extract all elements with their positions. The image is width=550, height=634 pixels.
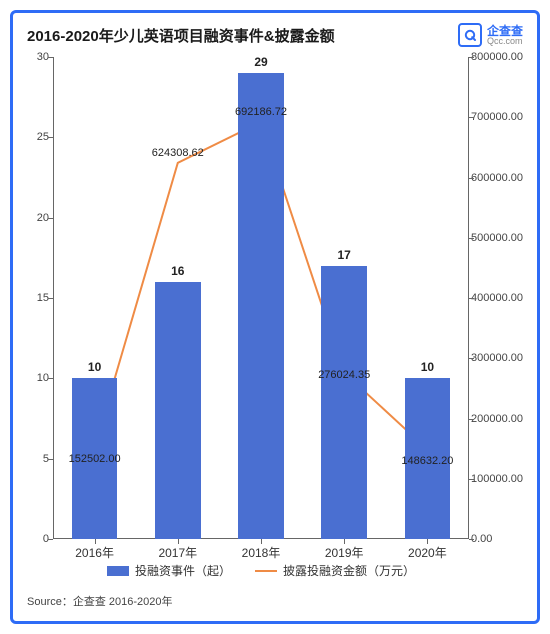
bar (238, 73, 284, 539)
x-tick-mark (261, 539, 262, 544)
y-left-tick-mark (48, 218, 53, 219)
y-right-tick-mark (469, 419, 474, 420)
y-left-tick-mark (48, 57, 53, 58)
legend-bar-label: 投融资事件（起） (135, 562, 231, 579)
y-right-tick: 0.00 (471, 533, 533, 545)
y-right-tick: 500000.00 (471, 232, 533, 244)
y-right-tick: 800000.00 (471, 51, 533, 63)
legend: 投融资事件（起） 披露投融资金额（万元） (53, 562, 469, 579)
y-right-tick: 200000.00 (471, 413, 533, 425)
y-right-tick-mark (469, 117, 474, 118)
legend-line-label: 披露投融资金额（万元） (283, 562, 415, 579)
plot: 0510152025300.00100000.00200000.00300000… (53, 57, 469, 539)
y-right-tick-mark (469, 298, 474, 299)
y-left-tick: 5 (23, 453, 49, 465)
bar-value-label: 10 (421, 360, 434, 374)
outer-frame: 2016-2020年少儿英语项目融资事件&披露金额 企查查 Qcc.com (0, 0, 550, 634)
x-tick-mark (427, 539, 428, 544)
line-swatch-icon (255, 570, 277, 572)
y-left-tick: 0 (23, 533, 49, 545)
x-tick-label: 2020年 (408, 544, 447, 561)
chart-title: 2016-2020年少儿英语项目融资事件&披露金额 (27, 25, 335, 46)
x-tick-label: 2017年 (158, 544, 197, 561)
x-tick-label: 2018年 (242, 544, 281, 561)
brand-name: 企查查 (487, 25, 523, 37)
y-left-tick: 15 (23, 292, 49, 304)
y-left-tick-mark (48, 378, 53, 379)
line-value-label: 148632.20 (401, 455, 453, 467)
brand-badge-icon (458, 23, 482, 47)
bar-value-label: 16 (171, 264, 184, 278)
bar-value-label: 17 (338, 248, 351, 262)
y-left-tick-mark (48, 298, 53, 299)
x-tick-mark (95, 539, 96, 544)
bar (155, 282, 201, 539)
line-value-label: 624308.62 (152, 147, 204, 159)
y-right-tick-mark (469, 178, 474, 179)
x-tick-label: 2019年 (325, 544, 364, 561)
y-right-tick-mark (469, 479, 474, 480)
y-right-tick: 600000.00 (471, 172, 533, 184)
y-right-tick: 100000.00 (471, 473, 533, 485)
y-right-tick-mark (469, 238, 474, 239)
brand-text: 企查查 Qcc.com (487, 25, 523, 46)
line-value-label: 692186.72 (235, 106, 287, 118)
legend-item-line: 披露投融资金额（万元） (255, 562, 415, 579)
header: 2016-2020年少儿英语项目融资事件&披露金额 企查查 Qcc.com (13, 13, 537, 51)
y-left-tick-mark (48, 539, 53, 540)
bar-swatch-icon (107, 566, 129, 576)
y-left-tick-mark (48, 459, 53, 460)
bar-value-label: 10 (88, 360, 101, 374)
y-right-tick: 300000.00 (471, 352, 533, 364)
y-left-tick: 30 (23, 51, 49, 63)
y-right-tick-mark (469, 358, 474, 359)
y-right-tick: 700000.00 (471, 111, 533, 123)
line-value-label: 276024.35 (318, 369, 370, 381)
y-left-tick-mark (48, 137, 53, 138)
x-tick-mark (344, 539, 345, 544)
y-right-tick-mark (469, 539, 474, 540)
bar-value-label: 29 (254, 55, 267, 69)
y-right-tick: 400000.00 (471, 292, 533, 304)
brand: 企查查 Qcc.com (458, 23, 523, 47)
bar (321, 266, 367, 539)
source-text: Source：企查查 2016-2020年 (27, 593, 173, 609)
brand-sub: Qcc.com (487, 37, 523, 46)
legend-item-bar: 投融资事件（起） (107, 562, 231, 579)
y-right-tick-mark (469, 57, 474, 58)
line-value-label: 152502.00 (69, 453, 121, 465)
x-tick-label: 2016年 (75, 544, 114, 561)
y-left-tick: 25 (23, 131, 49, 143)
x-tick-mark (178, 539, 179, 544)
y-left-tick: 20 (23, 212, 49, 224)
y-left-tick: 10 (23, 372, 49, 384)
plot-area: 0 5 10 15 20 25 30 0.00 100000.00 200000.00 300000… (13, 51, 537, 621)
chart-card: 2016-2020年少儿英语项目融资事件&披露金额 企查查 Qcc.com (10, 10, 540, 624)
